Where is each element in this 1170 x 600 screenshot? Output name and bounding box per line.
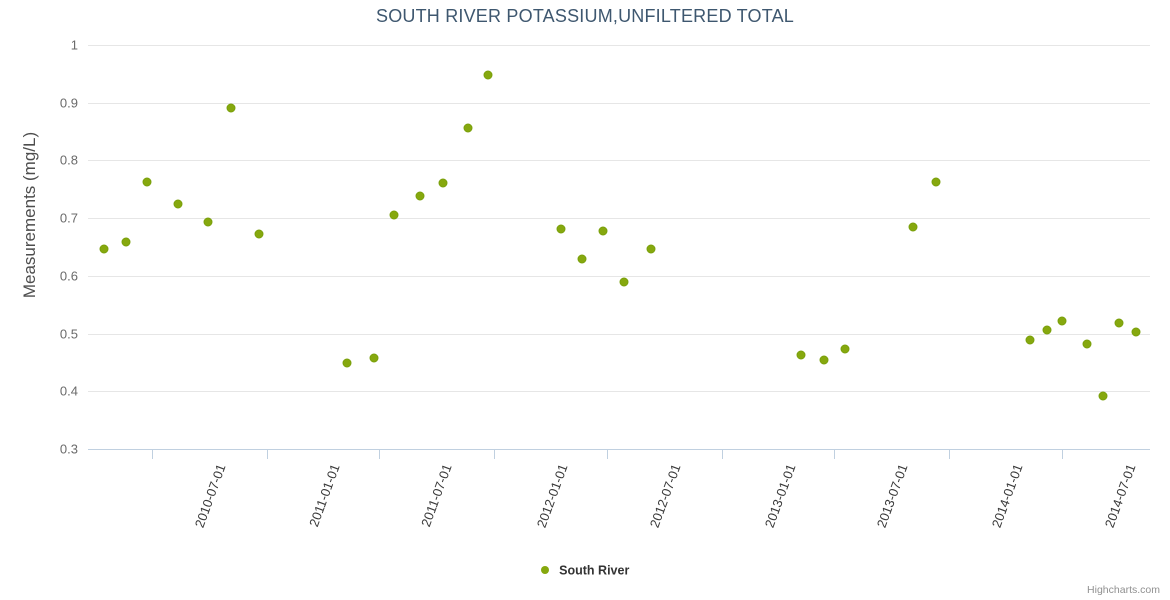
x-axis-tick-label: 2014-07-01 — [1101, 462, 1139, 530]
y-gridline — [88, 391, 1150, 393]
y-axis-title: Measurements (mg/L) — [20, 131, 39, 299]
data-point[interactable] — [142, 177, 152, 187]
data-point[interactable] — [819, 355, 829, 365]
data-point[interactable] — [619, 277, 629, 287]
data-point[interactable] — [556, 224, 566, 234]
chart-title: SOUTH RIVER POTASSIUM,UNFILTERED TOTAL — [376, 6, 794, 26]
x-axis-tick — [493, 449, 495, 459]
y-gridline — [88, 102, 1150, 104]
data-point[interactable] — [1057, 316, 1067, 326]
y-axis-tick-label: 0.3 — [59, 441, 78, 457]
data-point[interactable] — [438, 178, 448, 188]
data-point[interactable] — [931, 177, 941, 187]
legend-item-south-river[interactable]: South River — [540, 563, 630, 578]
plot-area — [88, 45, 1150, 450]
data-point[interactable] — [173, 199, 183, 209]
data-point[interactable] — [646, 244, 656, 254]
x-axis-tick — [607, 449, 609, 459]
y-gridline — [88, 45, 1150, 46]
y-axis-tick-label: 0.7 — [59, 210, 78, 226]
data-point[interactable] — [840, 344, 850, 354]
chart-legend: South River — [0, 563, 1170, 578]
x-axis-tick-label: 2010-07-01 — [191, 462, 229, 530]
data-point[interactable] — [203, 217, 213, 227]
x-axis-tick-label: 2011-01-01 — [305, 462, 343, 529]
x-axis-tick — [834, 449, 836, 459]
y-axis-tick-label: 1 — [70, 37, 78, 53]
y-axis-tick-label: 0.9 — [59, 95, 78, 111]
legend-item-label: South River — [559, 563, 630, 578]
data-point[interactable] — [254, 229, 264, 239]
data-point[interactable] — [1082, 339, 1091, 349]
data-point[interactable] — [796, 350, 806, 360]
data-point[interactable] — [342, 358, 352, 368]
data-point[interactable] — [99, 244, 109, 254]
data-point[interactable] — [577, 254, 587, 264]
x-axis-tick — [1061, 449, 1063, 459]
x-axis-tick-label: 2012-07-01 — [646, 462, 684, 530]
data-point[interactable] — [1098, 391, 1108, 401]
data-point[interactable] — [598, 226, 608, 236]
x-axis-tick — [948, 449, 950, 459]
data-point[interactable] — [121, 237, 131, 247]
y-axis-tick-label: 0.5 — [59, 326, 78, 342]
x-axis-line — [88, 449, 1150, 450]
data-point[interactable] — [1114, 318, 1124, 328]
y-axis-tick-label: 0.4 — [59, 383, 78, 399]
x-axis-tick-label: 2012-01-01 — [533, 462, 571, 530]
data-point[interactable] — [1025, 335, 1035, 345]
x-axis-tick-label: 2013-01-01 — [761, 462, 799, 530]
x-axis-tick — [266, 449, 268, 459]
x-axis-tick — [152, 449, 154, 459]
data-point[interactable] — [389, 210, 399, 220]
x-axis-tick-label: 2013-07-01 — [874, 462, 911, 530]
chart-credits[interactable]: Highcharts.com — [1087, 584, 1160, 596]
y-gridline — [88, 160, 1150, 162]
y-gridline — [88, 275, 1150, 277]
data-point[interactable] — [908, 222, 918, 232]
data-point[interactable] — [415, 191, 425, 201]
x-axis-tick — [379, 449, 381, 459]
y-gridline — [88, 333, 1150, 335]
x-axis-tick-label: 2011-07-01 — [418, 462, 455, 529]
x-axis-tick-label: 2014-01-01 — [988, 462, 1026, 530]
data-point[interactable] — [226, 103, 236, 113]
data-point[interactable] — [463, 123, 473, 133]
data-point[interactable] — [483, 70, 493, 80]
y-axis-tick-label: 0.6 — [59, 268, 78, 284]
x-axis-tick — [721, 449, 723, 459]
y-gridline — [88, 218, 1150, 220]
legend-marker-icon — [540, 565, 549, 574]
data-point[interactable] — [369, 353, 379, 363]
data-point[interactable] — [1042, 325, 1052, 335]
data-point[interactable] — [1131, 327, 1141, 337]
y-axis-tick-label: 0.8 — [59, 152, 78, 168]
